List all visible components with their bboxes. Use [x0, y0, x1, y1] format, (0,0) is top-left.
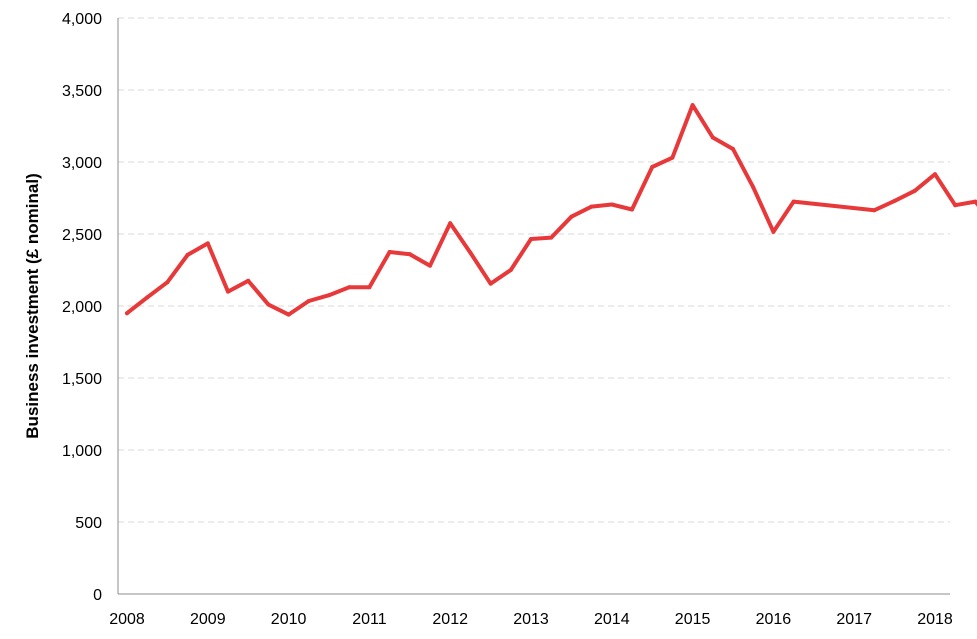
y-tick-label: 1,000 [62, 443, 102, 460]
data-point [569, 214, 574, 219]
x-tick-label: 2017 [836, 611, 872, 628]
y-tick-label: 500 [75, 515, 102, 532]
data-point [306, 298, 311, 303]
data-point [145, 295, 150, 300]
data-point [933, 172, 937, 177]
series-line [125, 103, 977, 317]
x-tick-label: 2014 [594, 611, 630, 628]
data-point [367, 285, 372, 290]
data-point [710, 135, 715, 140]
x-tick-label: 2011 [352, 611, 387, 628]
data-point [690, 103, 695, 108]
data-point [973, 199, 977, 204]
data-point [892, 198, 897, 203]
data-point [448, 221, 453, 226]
data-point [630, 207, 634, 212]
data-point [286, 312, 291, 317]
data-point [872, 208, 877, 213]
data-point [912, 188, 917, 193]
x-tick-label: 2015 [675, 611, 711, 628]
y-tick-labels: 0 500 1,000 1,500 2,000 2,500 3,000 3,500 4,000 [62, 11, 102, 604]
y-tick-label: 2,000 [62, 299, 102, 316]
gridlines [118, 17, 950, 523]
x-tick-label: 2016 [756, 611, 792, 628]
x-tick-label: 2012 [432, 611, 468, 628]
data-point [185, 252, 190, 257]
y-tick-label: 3,000 [62, 155, 102, 172]
data-point [347, 285, 352, 290]
data-point [428, 263, 432, 268]
data-point [751, 185, 756, 190]
data-point [589, 204, 594, 209]
data-point [650, 165, 655, 170]
data-point [246, 278, 251, 283]
data-point [508, 268, 513, 272]
data-point [488, 281, 493, 286]
data-point [670, 155, 675, 160]
y-axis-label: Business investment (£ nominal) [23, 173, 42, 438]
x-tick-label: 2009 [190, 611, 226, 628]
x-tick-label: 2018 [917, 611, 953, 628]
data-point [266, 302, 271, 307]
y-tick-label: 3,500 [62, 83, 102, 100]
data-point [226, 289, 230, 294]
y-tick-label: 2,500 [62, 227, 102, 244]
data-point [125, 311, 129, 316]
series-group [125, 103, 977, 317]
data-point [529, 237, 533, 242]
data-point [731, 147, 735, 152]
x-tick-label: 2008 [109, 611, 145, 628]
data-point [791, 199, 796, 204]
y-tick-label: 0 [93, 587, 102, 604]
data-point [609, 202, 614, 207]
data-point [327, 293, 331, 298]
x-tick-labels: 2008 2009 2010 2011 2012 2013 2014 2015 2016 2017… [109, 611, 953, 628]
data-point [205, 241, 210, 246]
y-tick-label: 4,000 [62, 11, 102, 28]
data-point [165, 280, 170, 285]
data-point [468, 250, 473, 255]
y-tick-label: 1,500 [62, 371, 102, 388]
data-point [387, 250, 392, 254]
x-tick-label: 2013 [513, 611, 549, 628]
x-tick-label: 2010 [271, 611, 307, 628]
data-point [771, 229, 776, 234]
data-point [549, 235, 554, 240]
data-point [953, 203, 958, 208]
data-point [407, 252, 412, 257]
